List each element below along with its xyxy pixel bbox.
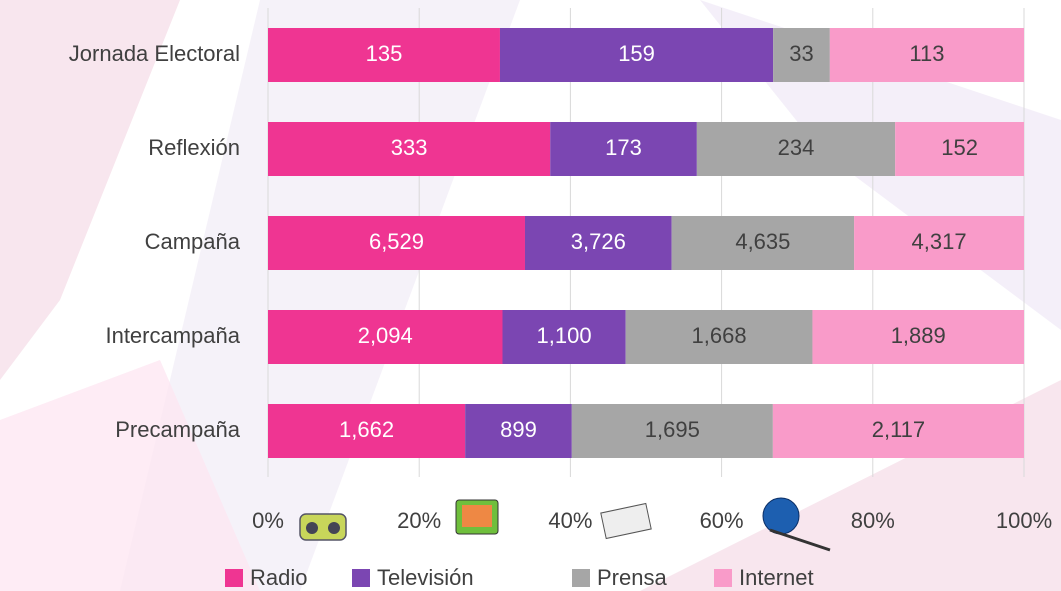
- bar-segment: [268, 28, 500, 82]
- bar-segment: [465, 404, 572, 458]
- legend-label: Prensa: [597, 565, 667, 590]
- data-label: 3,726: [571, 229, 626, 254]
- data-label: 899: [500, 417, 537, 442]
- data-label: 2,094: [358, 323, 413, 348]
- bar-segment: [268, 310, 503, 364]
- bar-segment: [895, 122, 1024, 176]
- data-label: 234: [778, 135, 815, 160]
- data-label: 173: [605, 135, 642, 160]
- data-label: 333: [391, 135, 428, 160]
- x-tick-label: 20%: [397, 508, 441, 533]
- legend-label: Televisión: [377, 565, 474, 590]
- data-label: 159: [618, 41, 655, 66]
- data-label: 33: [789, 41, 813, 66]
- bar-segment: [499, 28, 774, 82]
- bar-segment: [571, 404, 773, 458]
- bar-segment: [550, 122, 697, 176]
- data-label: 4,635: [735, 229, 790, 254]
- bar-segment: [812, 310, 1024, 364]
- x-tick-label: 100%: [996, 508, 1052, 533]
- bar-segment: [268, 216, 525, 270]
- data-label: 1,668: [692, 323, 747, 348]
- data-label: 1,889: [891, 323, 946, 348]
- data-label: 113: [909, 41, 944, 66]
- data-label: 6,529: [369, 229, 424, 254]
- data-label: 1,662: [339, 417, 394, 442]
- x-tick-label: 40%: [548, 508, 592, 533]
- legend-swatch: [352, 569, 370, 587]
- bar-segment: [773, 28, 830, 82]
- x-tick-label: 60%: [700, 508, 744, 533]
- data-label: 152: [941, 135, 978, 160]
- legend-swatch: [225, 569, 243, 587]
- bar-segment: [696, 122, 896, 176]
- x-tick-label: 80%: [851, 508, 895, 533]
- y-tick-label: Reflexión: [148, 135, 240, 160]
- data-label: 4,317: [912, 229, 967, 254]
- bar-segment: [854, 216, 1024, 270]
- bar-segment: [268, 404, 466, 458]
- y-tick-label: Intercampaña: [105, 323, 240, 348]
- bar-segment: [829, 28, 1024, 82]
- bar-segment: [268, 122, 551, 176]
- x-tick-label: 0%: [252, 508, 284, 533]
- legend-swatch: [714, 569, 732, 587]
- data-label: 135: [366, 41, 403, 66]
- bar-segment: [625, 310, 813, 364]
- legend-icons: [299, 497, 831, 552]
- y-tick-label: Campaña: [145, 229, 241, 254]
- bar-segment: [524, 216, 672, 270]
- legend-label: Internet: [739, 565, 814, 590]
- bar-segment: [772, 404, 1024, 458]
- bar-segment: [502, 310, 626, 364]
- data-label: 1,100: [537, 323, 592, 348]
- data-label: 1,695: [645, 417, 700, 442]
- legend-swatch: [572, 569, 590, 587]
- legend-label: Radio: [250, 565, 307, 590]
- data-label: 2,117: [872, 417, 925, 442]
- y-tick-label: Precampaña: [115, 417, 241, 442]
- bar-segment: [671, 216, 855, 270]
- y-tick-label: Jornada Electoral: [69, 41, 240, 66]
